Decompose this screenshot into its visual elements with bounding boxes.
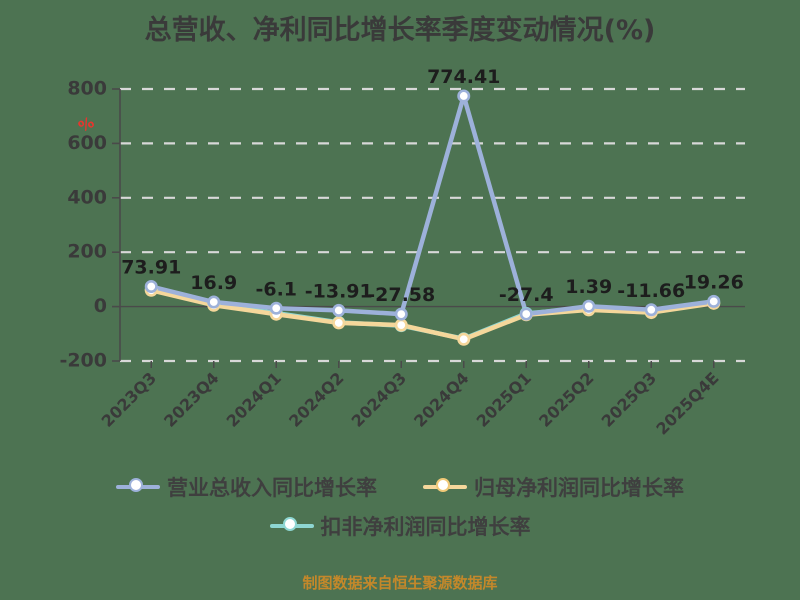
legend-marker-deducted-profit-icon	[269, 515, 314, 537]
data-point-marker[interactable]	[644, 303, 658, 317]
data-point-marker[interactable]	[207, 295, 221, 309]
y-axis-tick-label: 200	[67, 241, 107, 263]
legend-item-deducted-profit[interactable]: 扣非净利润同比增长率	[269, 511, 531, 541]
legend-item-net-profit[interactable]: 归母净利润同比增长率	[423, 472, 684, 502]
y-axis-tick-label: 0	[94, 295, 107, 317]
x-axis-tick-label: 2023Q3	[98, 368, 160, 430]
legend-item-revenue[interactable]: 营业总收入同比增长率	[116, 472, 377, 502]
legend-row-2: 扣非净利润同比增长率	[0, 511, 800, 541]
data-point-label: -13.91	[305, 280, 373, 302]
data-point-marker[interactable]	[394, 307, 408, 321]
y-axis-tick-label: -200	[59, 350, 107, 372]
y-axis-unit-mark: %	[75, 113, 97, 136]
data-point-label: -11.66	[617, 280, 685, 302]
data-point-marker[interactable]	[394, 318, 408, 332]
data-point-marker[interactable]	[457, 89, 471, 103]
data-point-label: 1.39	[565, 276, 612, 298]
x-axis-tick-label: 2024Q2	[285, 368, 347, 430]
legend-label-deducted-profit: 扣非净利润同比增长率	[320, 515, 531, 539]
x-axis-tick-label: 2023Q4	[160, 368, 222, 430]
series-line	[149, 93, 716, 317]
chart-legend: 营业总收入同比增长率 归母净利润同比增长率 扣非净利润同比增长率	[0, 472, 800, 550]
x-axis-tick-label: 2025Q2	[535, 368, 597, 430]
legend-marker-revenue-icon	[116, 476, 160, 498]
legend-row-1: 营业总收入同比增长率 归母净利润同比增长率	[0, 472, 800, 502]
data-point-label: -6.1	[255, 278, 297, 300]
y-axis-tick-label: 400	[67, 186, 107, 208]
data-point-label: -27.4	[499, 284, 554, 306]
data-point-label: 774.41	[427, 66, 500, 88]
page-title: 总营收、净利同比增长率季度变动情况(%)	[144, 15, 656, 46]
data-point-label: 19.26	[684, 271, 744, 293]
y-axis-tick-label: 600	[67, 132, 107, 154]
x-axis-tick-label: 2025Q4E	[652, 368, 722, 438]
y-axis-tick-label: 800	[67, 78, 107, 100]
x-axis-tick-label: 2025Q3	[598, 368, 660, 430]
data-point-marker[interactable]	[707, 294, 721, 308]
data-point-marker[interactable]	[582, 299, 596, 313]
legend-marker-net-profit-icon	[423, 476, 467, 498]
data-point-marker[interactable]	[144, 279, 158, 293]
data-point-marker[interactable]	[269, 301, 283, 315]
x-axis-tick-label: 2025Q1	[473, 368, 535, 430]
legend-label-net-profit: 归母净利润同比增长率	[474, 476, 684, 500]
x-axis-tick-label: 2024Q3	[348, 368, 410, 430]
series-line	[149, 288, 716, 342]
data-point-label: 73.91	[121, 256, 181, 278]
data-point-marker[interactable]	[457, 332, 471, 346]
data-point-marker[interactable]	[332, 303, 346, 317]
legend-label-revenue: 营业总收入同比增长率	[167, 476, 377, 500]
data-point-label: 16.9	[190, 272, 237, 294]
chart-source-note: 制图数据来自恒生聚源数据库	[302, 574, 498, 592]
x-axis-tick-label: 2024Q1	[223, 368, 285, 430]
data-point-marker[interactable]	[332, 316, 346, 330]
x-axis-tick-label: 2024Q4	[410, 368, 472, 430]
data-point-marker[interactable]	[519, 307, 533, 321]
data-point-label: -27.58	[367, 284, 435, 306]
